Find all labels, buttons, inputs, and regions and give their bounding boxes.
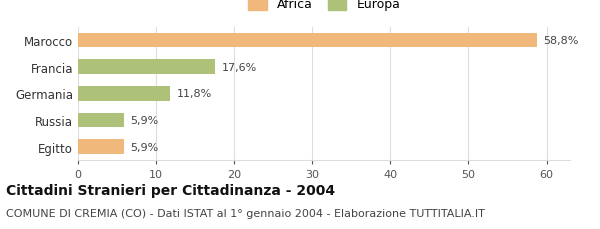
Text: 5,9%: 5,9% — [130, 142, 158, 152]
Text: 5,9%: 5,9% — [130, 115, 158, 125]
Bar — [78, 60, 215, 75]
Text: 11,8%: 11,8% — [176, 89, 212, 99]
Text: Cittadini Stranieri per Cittadinanza - 2004: Cittadini Stranieri per Cittadinanza - 2… — [6, 183, 335, 197]
Text: 58,8%: 58,8% — [544, 36, 579, 46]
Bar — [78, 87, 170, 101]
Text: COMUNE DI CREMIA (CO) - Dati ISTAT al 1° gennaio 2004 - Elaborazione TUTTITALIA.: COMUNE DI CREMIA (CO) - Dati ISTAT al 1°… — [6, 208, 485, 218]
Legend: Africa, Europa: Africa, Europa — [244, 0, 404, 15]
Bar — [78, 140, 124, 154]
Bar — [78, 113, 124, 128]
Bar — [78, 33, 537, 48]
Text: 17,6%: 17,6% — [221, 62, 257, 72]
